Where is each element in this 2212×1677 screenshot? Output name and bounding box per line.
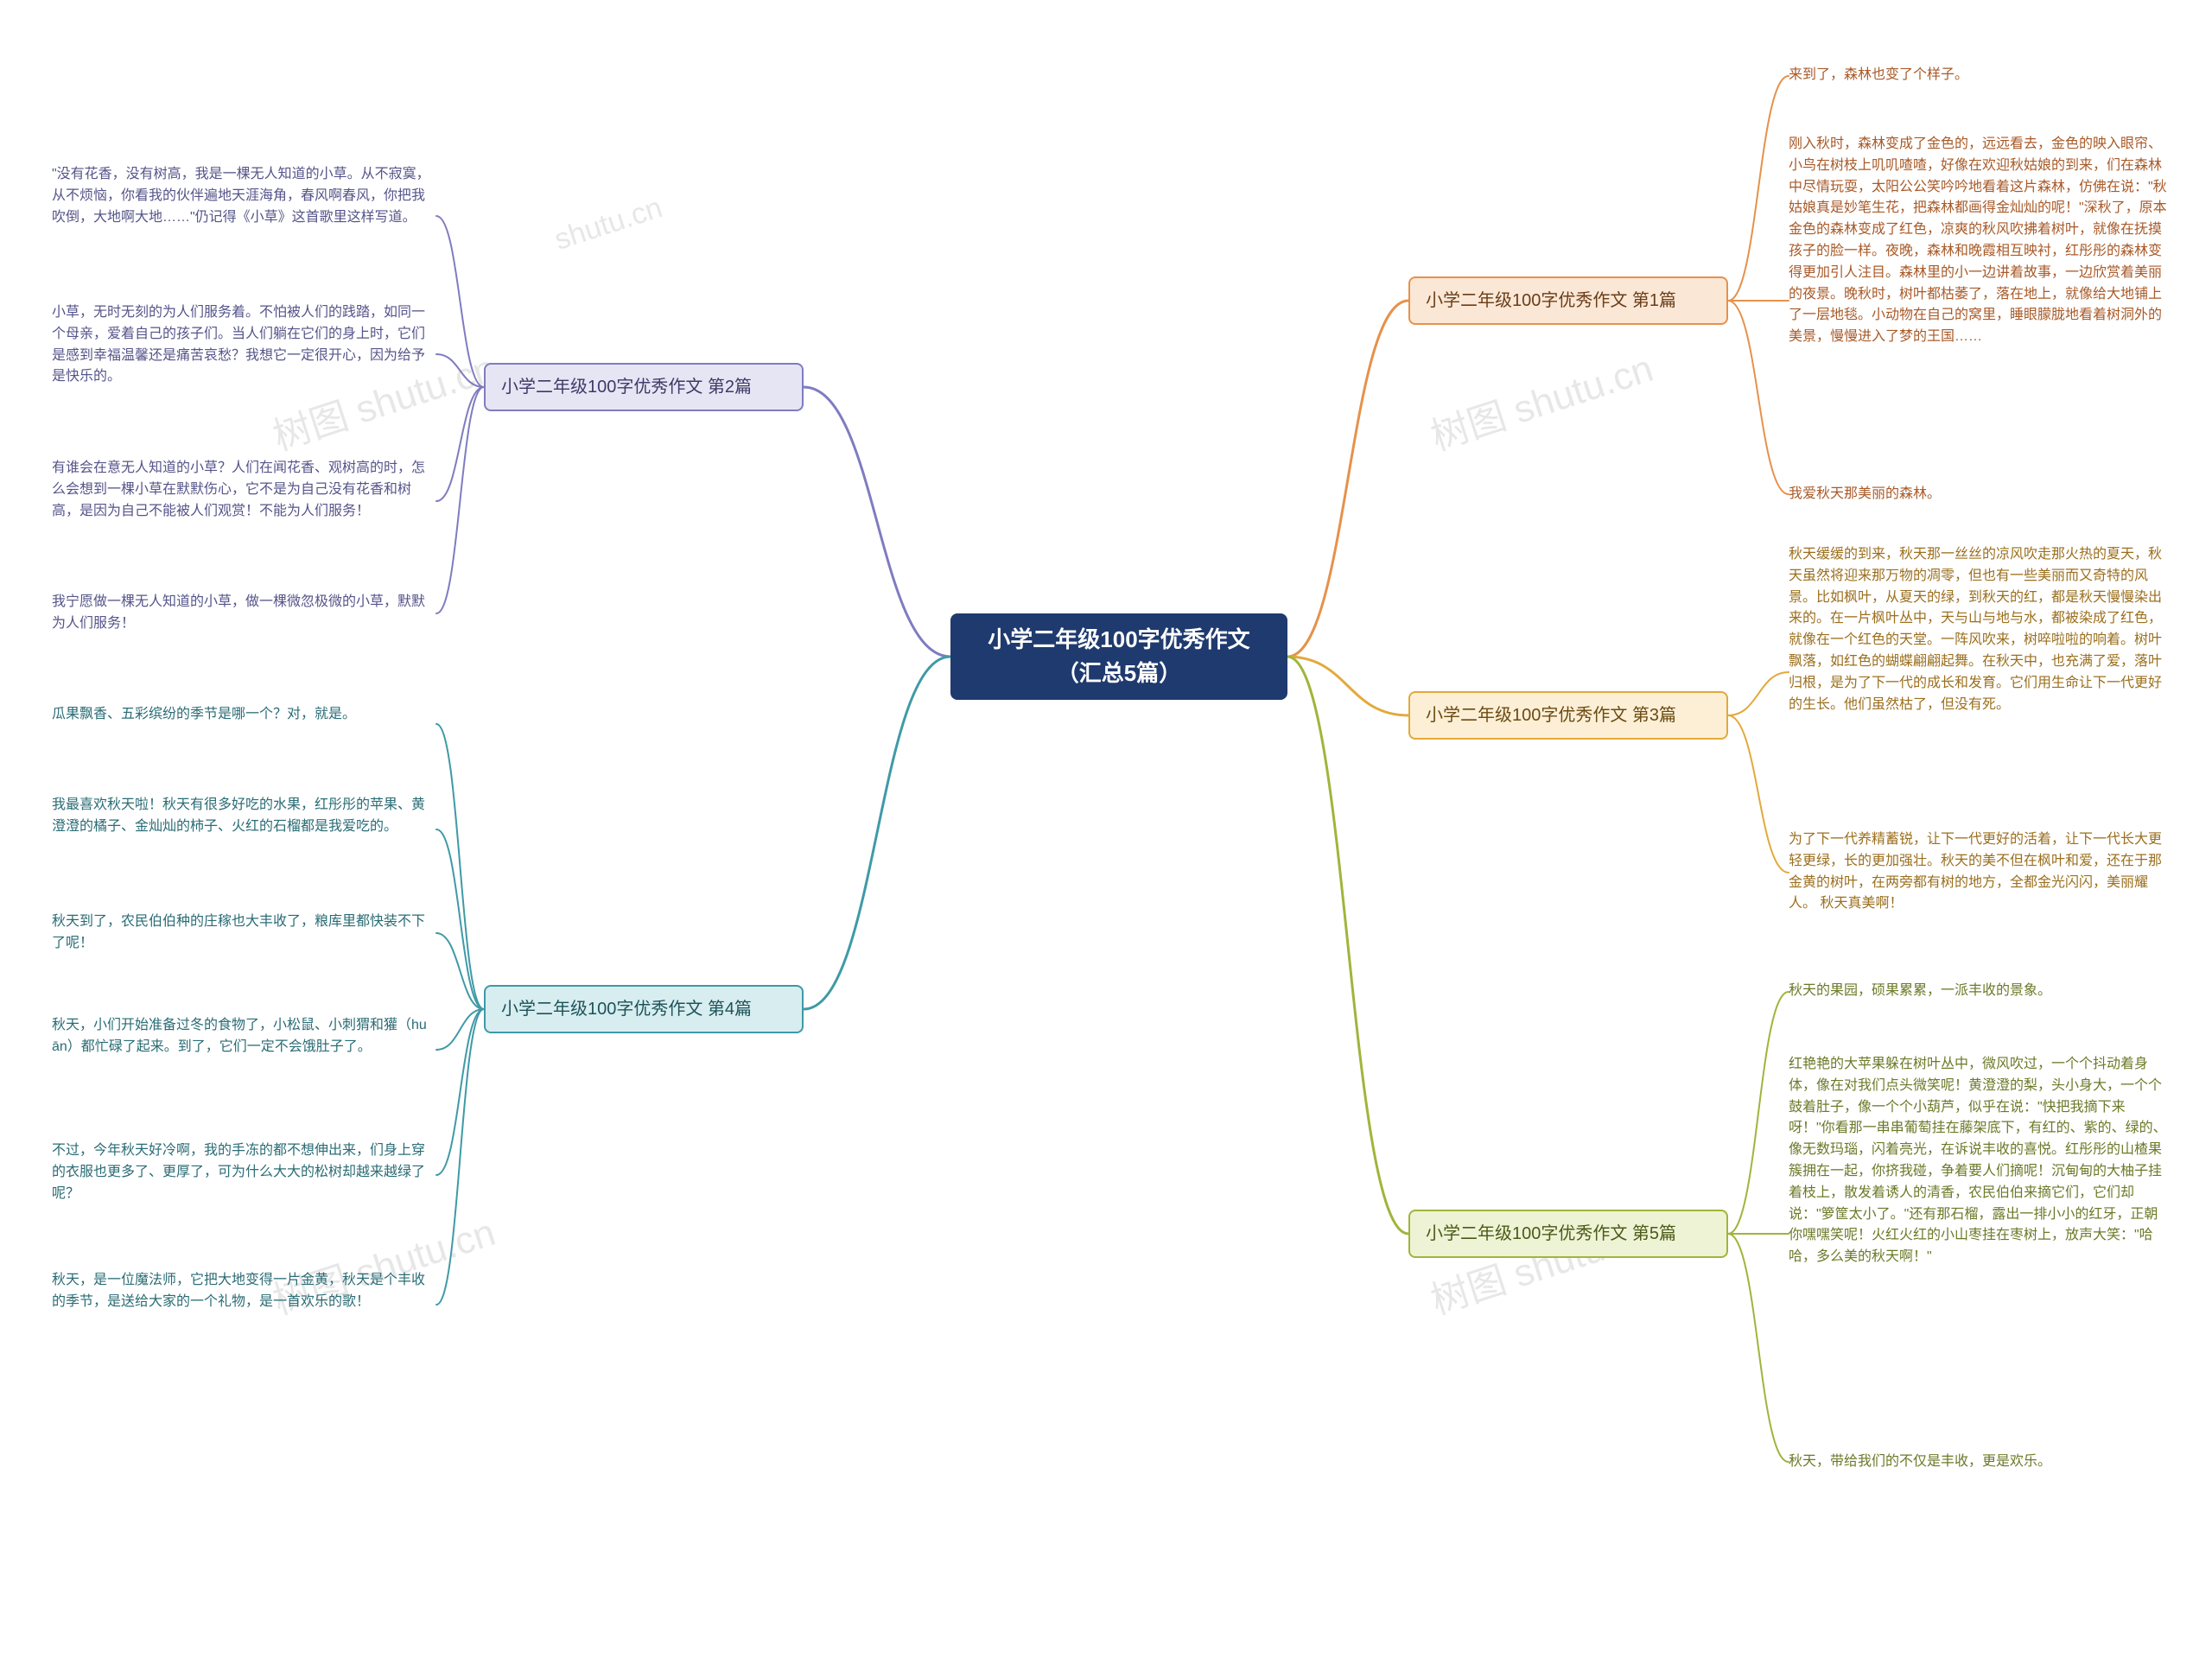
leaf-b2-3: 我宁愿做一棵无人知道的小草，做一棵微忽极微的小草，默默为人们服务！: [52, 592, 432, 635]
leaf-b5-0: 秋天的果园，硕果累累，一派丰收的景象。: [1789, 981, 2169, 1002]
leaf-b2-1: 小草，无时无刻的为人们服务着。不怕被人们的践踏，如同一个母亲，爱着自己的孩子们。…: [52, 302, 432, 388]
leaf-b4-0: 瓜果飘香、五彩缤纷的季节是哪一个？对，就是。: [52, 704, 432, 726]
leaf-b4-4: 不过，今年秋天好冷啊，我的手冻的都不想伸出来，们身上穿的衣服也更多了、更厚了，可…: [52, 1140, 432, 1204]
leaf-b1-2: 我爱秋天那美丽的森林。: [1789, 484, 2160, 505]
mindmap-center: 小学二年级100字优秀作文 （汇总5篇）: [950, 613, 1287, 700]
leaf-b2-2: 有谁会在意无人知道的小草？人们在闻花香、观树高的时，怎么会想到一棵小草在默默伤心…: [52, 458, 436, 522]
leaf-b1-1: 刚入秋时，森林变成了金色的，远远看去，金色的映入眼帘、小鸟在树枝上叽叽喳喳，好像…: [1789, 134, 2169, 348]
branch-b1: 小学二年级100字优秀作文 第1篇: [1408, 276, 1728, 325]
leaf-b1-0: 来到了，森林也变了个样子。: [1789, 65, 2160, 86]
leaf-b3-1: 为了下一代养精蓄锐，让下一代更好的活着，让下一代长大更轻更绿，长的更加强壮。秋天…: [1789, 829, 2169, 915]
watermark: 树图 shutu.cn: [1423, 337, 1659, 461]
leaf-b4-5: 秋天，是一位魔法师，它把大地变得一片金黄，秋天是个丰收的季节，是送给大家的一个礼…: [52, 1270, 432, 1313]
leaf-b3-0: 秋天缓缓的到来，秋天那一丝丝的凉风吹走那火热的夏天，秋天虽然将迎来那万物的凋零，…: [1789, 544, 2169, 715]
branch-b3: 小学二年级100字优秀作文 第3篇: [1408, 691, 1728, 740]
leaf-b4-3: 秋天，小们开始准备过冬的食物了，小松鼠、小刺猬和獾（huān）都忙碌了起来。到了…: [52, 1015, 432, 1058]
leaf-b4-1: 我最喜欢秋天啦！秋天有很多好吃的水果，红彤彤的苹果、黄澄澄的橘子、金灿灿的柿子、…: [52, 795, 432, 838]
branch-b4: 小学二年级100字优秀作文 第4篇: [484, 985, 804, 1033]
leaf-b5-1: 红艳艳的大苹果躲在树叶丛中，微风吹过，一个个抖动着身体，像在对我们点头微笑呢！黄…: [1789, 1054, 2169, 1268]
leaf-b5-2: 秋天，带给我们的不仅是丰收，更是欢乐。: [1789, 1451, 2169, 1473]
leaf-b4-2: 秋天到了，农民伯伯种的庄稼也大丰收了，粮库里都快装不下了呢！: [52, 912, 432, 955]
branch-b2: 小学二年级100字优秀作文 第2篇: [484, 363, 804, 411]
watermark: shutu.cn: [550, 191, 666, 257]
branch-b5: 小学二年级100字优秀作文 第5篇: [1408, 1210, 1728, 1258]
leaf-b2-0: "没有花香，没有树高，我是一棵无人知道的小草。从不寂寞，从不烦恼，你看我的伙伴遍…: [52, 164, 432, 228]
